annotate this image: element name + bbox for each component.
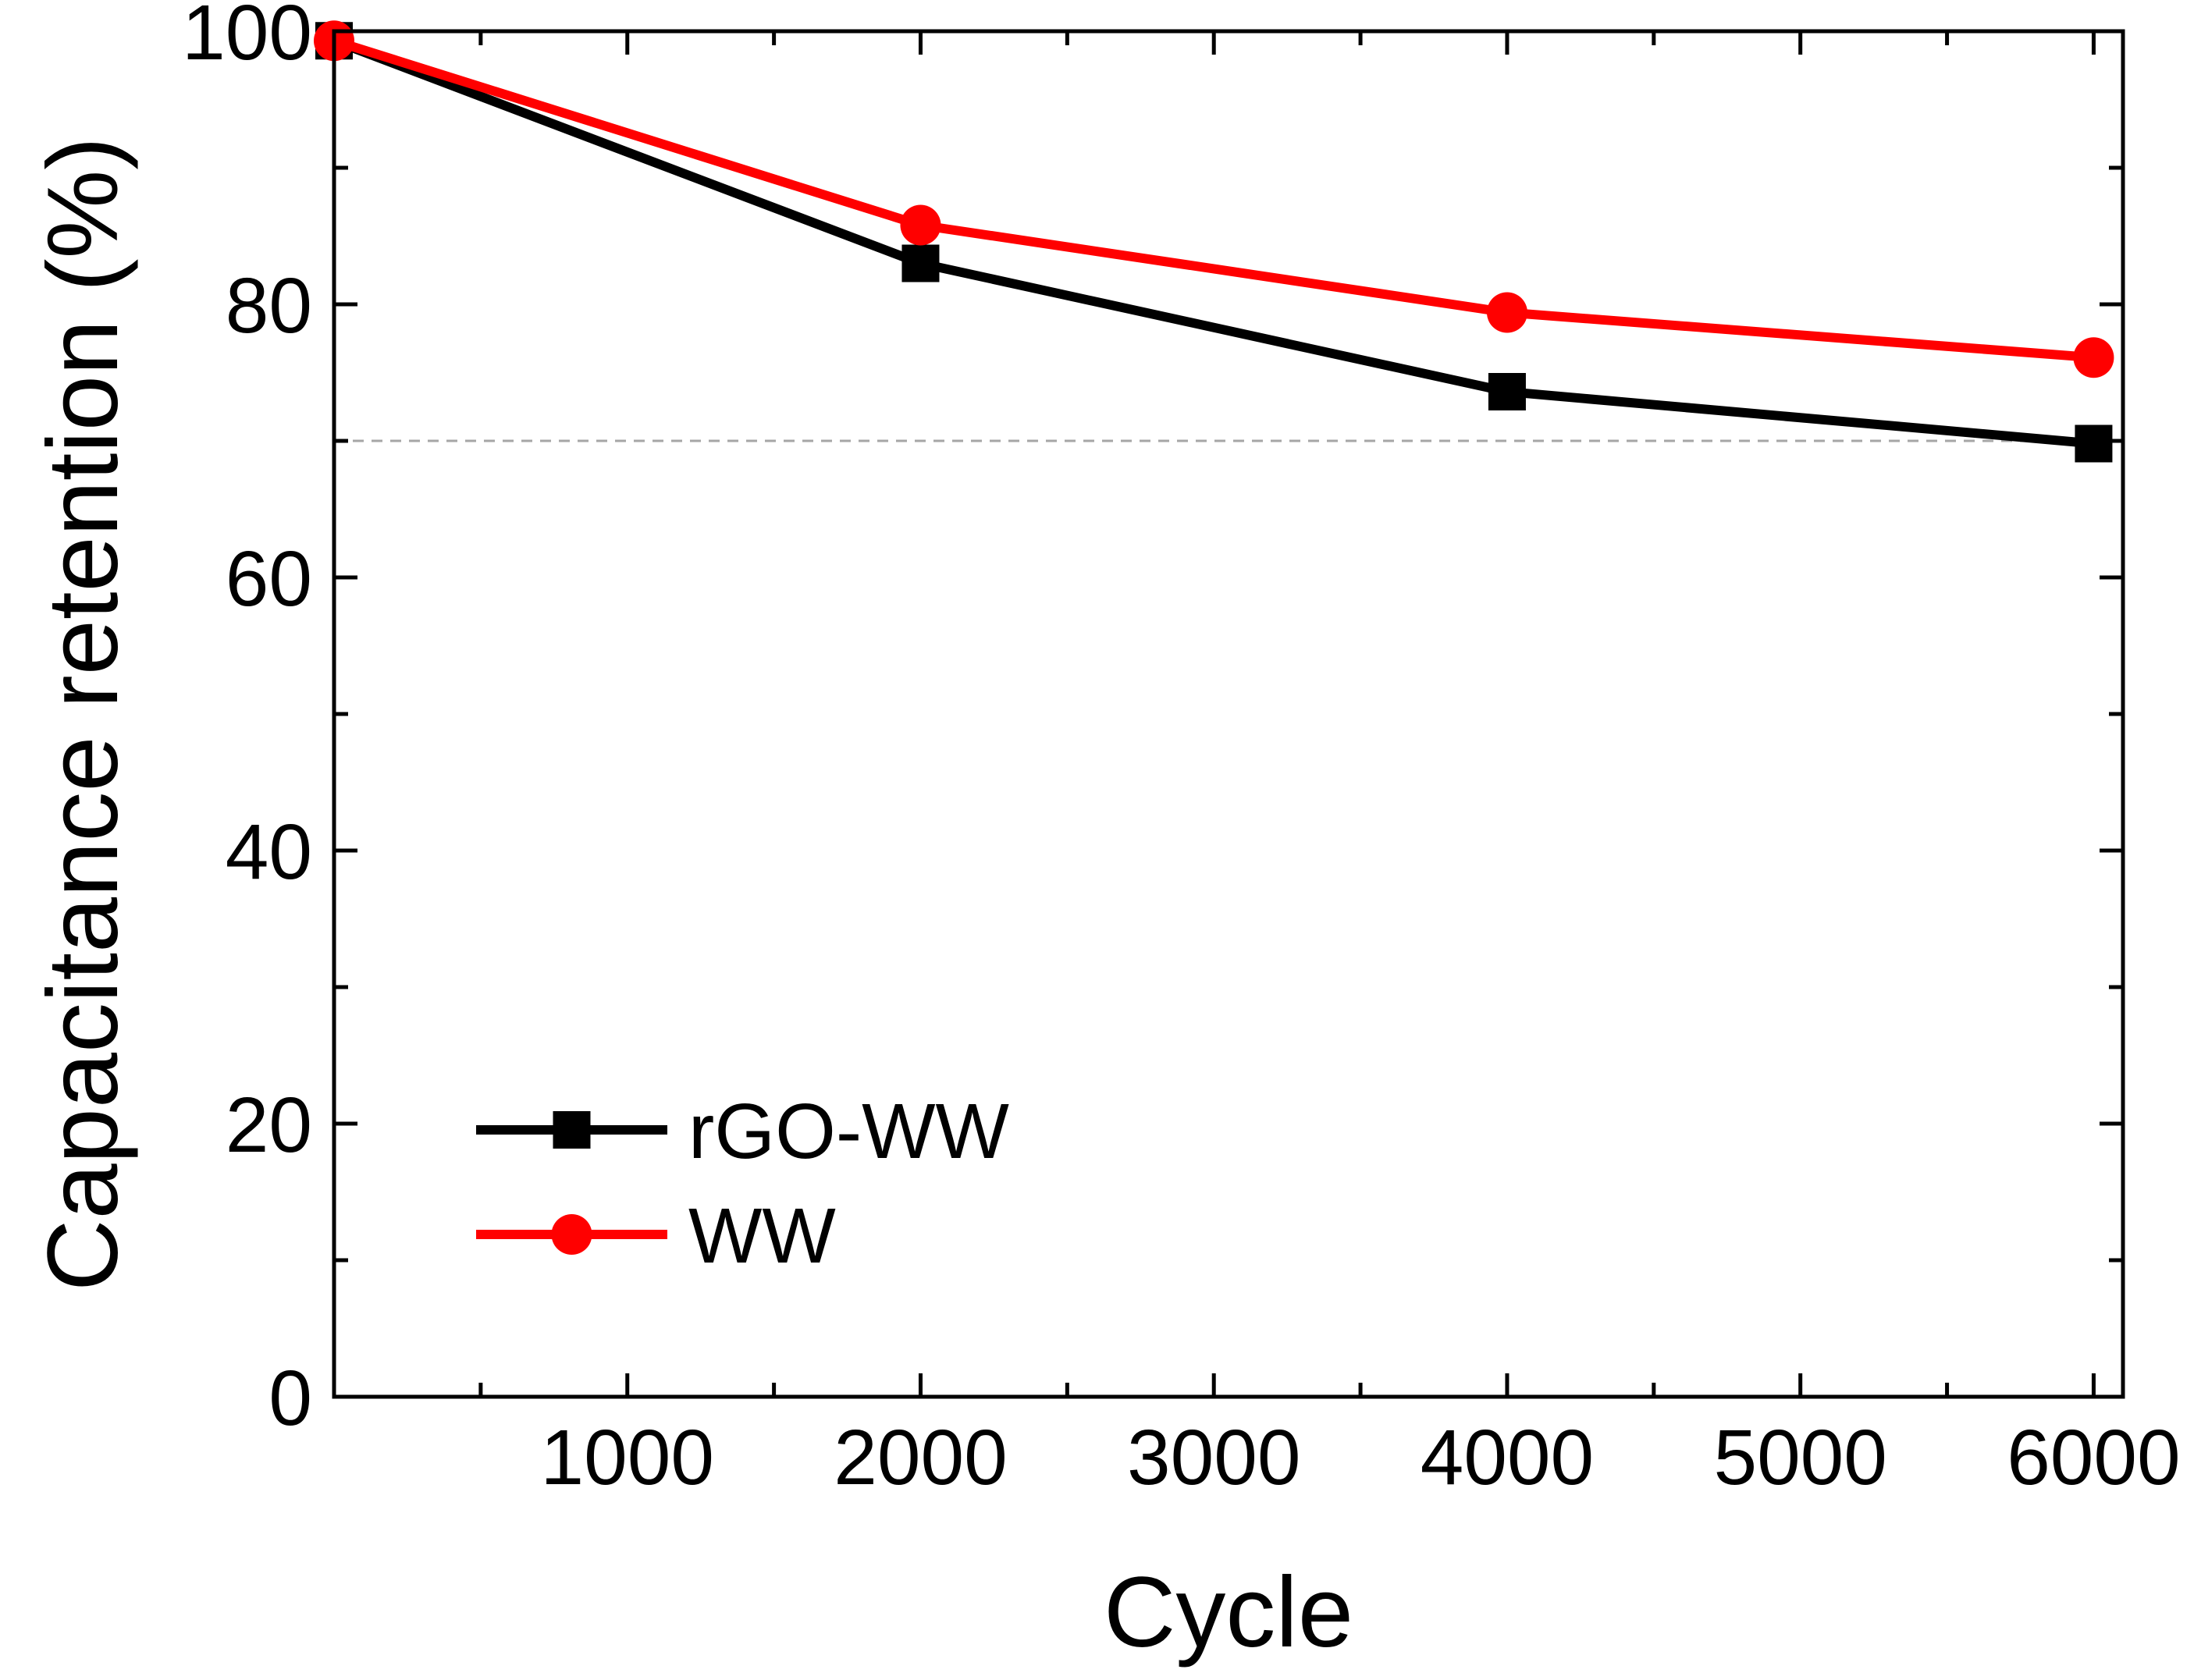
x-tick-label: 2000 [834,1414,1007,1501]
y-tick-label: 40 [226,808,312,896]
x-tick-label: 1000 [541,1414,714,1501]
data-point-rgo-ww [901,244,940,282]
x-tick-label: 3000 [1127,1414,1300,1501]
data-point-ww [2073,337,2114,378]
legend: rGO-WW WW [476,1088,1010,1280]
legend-label-ww: WW [688,1192,836,1280]
x-tick-labels: 1000 2000 3000 4000 5000 6000 [541,1414,2181,1501]
y-tick-labels: 0 20 40 60 80 100 [182,0,312,1442]
y-tick-label: 0 [268,1355,312,1442]
x-tick-label: 4000 [1421,1414,1594,1501]
data-point-rgo-ww [1488,373,1526,410]
x-tick-label: 5000 [1713,1414,1886,1501]
y-tick-label: 100 [182,0,312,76]
legend-label-rgo-ww: rGO-WW [688,1088,1010,1175]
y-axis-title: Capacitance retention (%) [27,137,139,1291]
legend-marker-rgo-ww [553,1111,591,1149]
series-line-ww [332,36,2094,363]
data-point-ww [900,204,941,246]
y-tick-label: 20 [226,1082,312,1169]
data-point-rgo-ww [2075,424,2113,463]
data-point-ww [1486,292,1527,333]
x-tick-label: 6000 [2007,1414,2180,1501]
y-tick-label: 80 [226,262,312,350]
y-tick-label: 60 [226,535,312,623]
x-axis-title: Cycle [1104,1557,1353,1668]
legend-marker-ww [551,1214,592,1255]
series-line-rgo-ww [332,36,2094,449]
ticks-group [334,29,2123,1399]
